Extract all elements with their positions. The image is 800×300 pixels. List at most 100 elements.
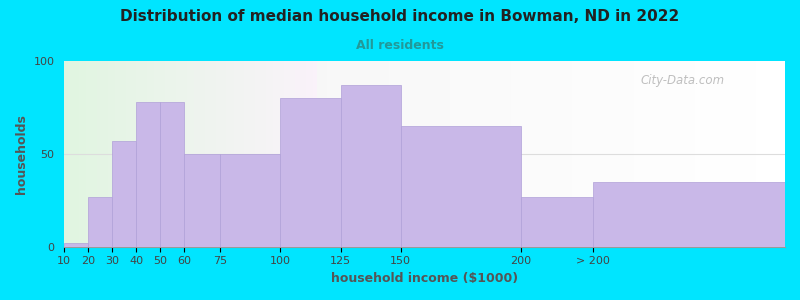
Bar	[576, 61, 579, 247]
Bar	[619, 61, 623, 247]
Bar	[284, 61, 288, 247]
Bar	[435, 61, 439, 247]
Bar	[382, 61, 385, 247]
Bar	[425, 61, 428, 247]
Bar	[464, 61, 468, 247]
Bar	[238, 61, 241, 247]
Bar	[641, 61, 645, 247]
Bar	[720, 61, 724, 247]
Bar	[338, 61, 342, 247]
Bar	[209, 61, 212, 247]
Bar	[187, 61, 190, 247]
Bar	[432, 61, 435, 247]
Bar	[202, 61, 205, 247]
Bar	[421, 61, 425, 247]
Bar	[226, 61, 230, 247]
Bar	[112, 141, 136, 247]
Bar	[370, 61, 374, 247]
Bar	[731, 61, 734, 247]
Bar	[259, 61, 262, 247]
Bar	[306, 61, 310, 247]
Bar	[223, 61, 226, 247]
Bar	[605, 61, 609, 247]
Bar	[154, 61, 158, 247]
Bar	[569, 61, 572, 247]
Bar	[782, 61, 785, 247]
Bar	[442, 61, 446, 247]
Bar	[662, 61, 666, 247]
Bar	[677, 61, 681, 247]
Bar	[471, 61, 475, 247]
Bar	[313, 61, 317, 247]
Bar	[241, 61, 245, 247]
Bar	[410, 61, 414, 247]
Bar	[681, 61, 684, 247]
Bar	[457, 61, 461, 247]
Bar	[418, 61, 421, 247]
Bar	[518, 61, 522, 247]
Bar	[598, 61, 602, 247]
Bar	[565, 61, 569, 247]
Bar	[346, 61, 349, 247]
Bar	[522, 61, 526, 247]
Bar	[493, 61, 497, 247]
Bar	[626, 61, 630, 247]
Bar	[414, 61, 418, 247]
Bar	[179, 61, 183, 247]
Bar	[763, 61, 767, 247]
Bar	[147, 61, 150, 247]
Bar	[674, 61, 677, 247]
Bar	[630, 61, 634, 247]
Bar	[482, 61, 486, 247]
Bar	[475, 61, 478, 247]
Bar	[659, 61, 662, 247]
Bar	[198, 61, 202, 247]
Bar	[114, 61, 118, 247]
Bar	[143, 61, 147, 247]
Bar	[446, 61, 450, 247]
Bar	[64, 243, 88, 247]
Bar	[234, 61, 238, 247]
Bar	[392, 61, 396, 247]
Bar	[670, 61, 674, 247]
Bar	[248, 61, 252, 247]
Bar	[266, 61, 270, 247]
Bar	[122, 61, 126, 247]
Bar	[652, 61, 655, 247]
Bar	[68, 61, 71, 247]
Bar	[706, 61, 710, 247]
Bar	[133, 61, 136, 247]
Bar	[702, 61, 706, 247]
Bar	[562, 61, 565, 247]
Bar	[111, 61, 114, 247]
Bar	[648, 61, 652, 247]
Bar	[749, 61, 753, 247]
Y-axis label: households: households	[15, 114, 28, 194]
Bar	[738, 61, 742, 247]
Bar	[184, 154, 221, 247]
Bar	[587, 61, 590, 247]
Bar	[255, 61, 259, 247]
Bar	[334, 61, 338, 247]
Bar	[169, 61, 172, 247]
Bar	[389, 61, 392, 247]
Bar	[454, 61, 457, 247]
Bar	[399, 61, 403, 247]
Bar	[655, 61, 659, 247]
Bar	[90, 61, 93, 247]
Bar	[572, 61, 576, 247]
Bar	[107, 61, 111, 247]
Bar	[136, 102, 160, 247]
Bar	[609, 61, 612, 247]
Bar	[291, 61, 295, 247]
Bar	[742, 61, 746, 247]
Bar	[698, 61, 702, 247]
Bar	[88, 196, 112, 247]
Bar	[262, 61, 266, 247]
Text: Distribution of median household income in Bowman, ND in 2022: Distribution of median household income …	[120, 9, 680, 24]
Bar	[216, 61, 219, 247]
Bar	[176, 61, 179, 247]
Bar	[450, 61, 454, 247]
Bar	[71, 61, 75, 247]
Bar	[403, 61, 406, 247]
